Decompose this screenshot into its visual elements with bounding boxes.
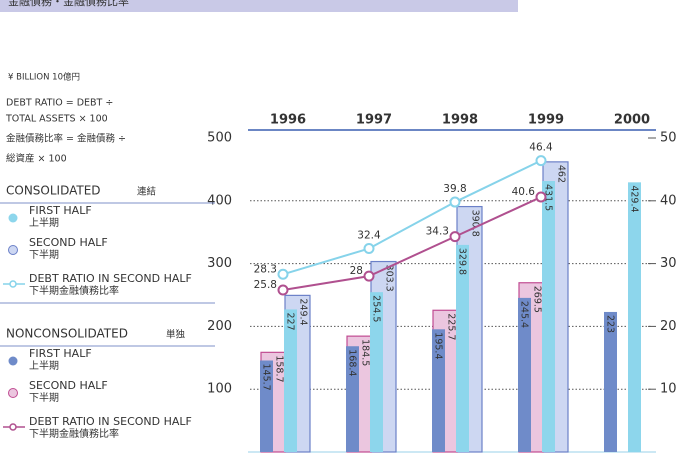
data-label: 225.7 <box>446 313 457 340</box>
data-label: 269.5 <box>532 286 543 313</box>
bar <box>518 297 531 452</box>
ratio-label: 40.6 <box>512 186 536 198</box>
y2-tick-label: 50 <box>660 131 677 146</box>
ratio-point <box>535 155 547 167</box>
data-label: 303.3 <box>384 265 395 292</box>
y-tick-label: 100 <box>207 382 232 397</box>
data-label: 145.7 <box>261 364 272 391</box>
ratio-point <box>449 196 461 208</box>
legend-label: DEBT RATIO IN SECOND HALF <box>29 415 192 428</box>
data-label: 429.4 <box>629 185 640 212</box>
ratio-point <box>277 284 289 296</box>
data-label: 254.5 <box>371 295 382 322</box>
ratio-point <box>363 270 375 282</box>
legend-label: DEBT RATIO IN SECOND HALF <box>29 272 192 285</box>
bar <box>370 292 383 452</box>
legend-label-ja: 上半期 <box>29 359 59 372</box>
legend-label-ja: 下半期金融債務比率 <box>29 427 119 440</box>
data-label: 168.4 <box>347 349 358 376</box>
legend-group-title-ja: 単独 <box>166 329 186 341</box>
x-tick-label: 1999 <box>528 113 564 128</box>
data-label: 223 <box>605 315 616 333</box>
legend-marker <box>8 245 18 255</box>
legend-marker <box>8 388 18 398</box>
legend-label-ja: 下半期 <box>29 391 59 404</box>
x-tick-label: 1996 <box>270 113 306 128</box>
bar <box>284 309 297 452</box>
y-tick-label: 300 <box>207 256 232 271</box>
bar <box>432 329 445 452</box>
formula: TOTAL ASSETS × 100 <box>5 114 108 125</box>
y-tick-label: 500 <box>207 131 232 146</box>
y-tick-label: 400 <box>207 193 232 208</box>
legend-group-title-ja: 連結 <box>137 186 157 198</box>
legend-marker <box>8 356 18 366</box>
chart-title: 金融債務・金融債務比率 <box>8 0 129 8</box>
data-label: 431.5 <box>543 184 554 211</box>
y2-tick-label: 40 <box>660 193 677 208</box>
data-label: 227 <box>285 312 296 330</box>
bar <box>456 244 469 452</box>
y2-tick-label: 30 <box>660 256 677 271</box>
formula: 金融債務比率 = 金融債務 ÷ <box>6 133 126 145</box>
data-label: 329.8 <box>457 248 468 275</box>
ratio-label: 46.4 <box>529 142 553 154</box>
title-banner <box>0 0 518 12</box>
ratio-label: 32.4 <box>357 230 381 242</box>
data-label: 184.5 <box>360 339 371 366</box>
ratio-point <box>449 231 461 243</box>
legend-marker <box>8 213 18 223</box>
unit-label: ¥ BILLION 10億円 <box>8 72 80 83</box>
legend-group-title: CONSOLIDATED <box>6 184 101 198</box>
ratio-point <box>277 268 289 280</box>
ratio-label: 39.8 <box>443 183 466 195</box>
x-tick-label: 1997 <box>356 113 392 128</box>
data-label: 245.4 <box>519 301 530 328</box>
bar <box>604 311 617 452</box>
legend-marker <box>9 423 17 431</box>
y2-tick-label: 10 <box>660 382 677 397</box>
legend-label-ja: 上半期 <box>29 216 59 229</box>
ratio-line <box>282 159 542 276</box>
bar <box>346 346 359 452</box>
data-label: 249.4 <box>298 298 309 325</box>
legend-label: FIRST HALF <box>29 347 92 360</box>
x-tick-label: 1998 <box>442 113 478 128</box>
ratio-label: 25.8 <box>254 279 277 291</box>
y2-tick-label: 20 <box>660 319 677 334</box>
bar <box>542 181 555 452</box>
ratio-line <box>282 196 542 291</box>
bar <box>628 182 641 453</box>
ratio-label: 34.3 <box>426 226 449 238</box>
ratio-label: 28 <box>350 265 363 277</box>
legend-label-ja: 下半期 <box>29 248 59 261</box>
ratio-point <box>535 191 547 203</box>
legend-label: SECOND HALF <box>29 379 108 392</box>
x-tick-label: 2000 <box>614 113 650 128</box>
y-tick-label: 200 <box>207 319 232 334</box>
data-label: 390.8 <box>470 210 481 237</box>
legend-group-title: NONCONSOLIDATED <box>6 327 128 341</box>
data-label: 158.7 <box>274 355 285 382</box>
legend-label: FIRST HALF <box>29 204 92 217</box>
bar <box>260 360 273 452</box>
ratio-label: 28.3 <box>254 263 277 275</box>
formula: DEBT RATIO = DEBT ÷ <box>6 98 113 109</box>
legend-label-ja: 下半期金融債務比率 <box>29 284 119 297</box>
legend-marker <box>9 280 17 288</box>
data-label: 462 <box>556 165 567 183</box>
legend-label: SECOND HALF <box>29 236 108 249</box>
formula: 総資産 × 100 <box>6 153 67 165</box>
ratio-point <box>363 243 375 255</box>
data-label: 195.4 <box>433 332 444 359</box>
